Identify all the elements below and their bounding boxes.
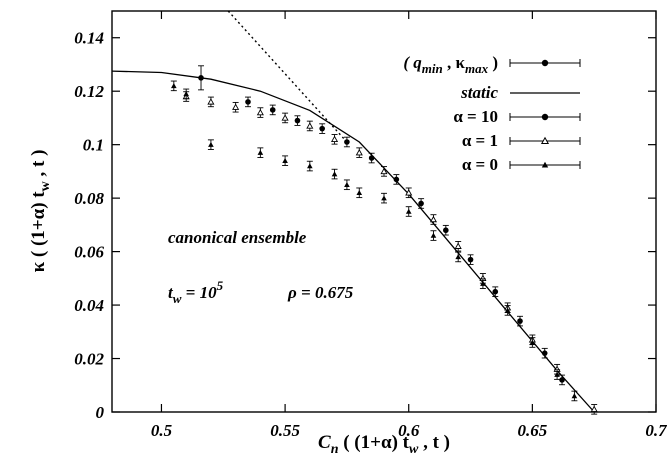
legend-label-qmin-kmax: ( qmin , κmax )	[403, 53, 498, 76]
legend-sample-triangle-filled	[541, 161, 549, 168]
data-point-triangle-filled	[430, 232, 437, 238]
data-point-triangle-filled	[331, 171, 338, 177]
data-point-triangle-open	[256, 108, 264, 116]
y-tick-label: 0	[96, 403, 105, 422]
legend-label-alpha-10: α = 10	[453, 107, 498, 126]
x-axis-label: Cn ( (1+α) tw , t )	[318, 432, 450, 457]
x-tick-label: 0.7	[645, 421, 667, 440]
data-point-triangle-open	[355, 148, 363, 156]
annotation-rho: ρ = 0.675	[287, 283, 354, 302]
data-point-triangle-filled	[529, 339, 536, 345]
legend-label-alpha-1: α = 1	[462, 131, 498, 150]
legend-sample-triangle-open	[540, 136, 550, 145]
data-point-triangle-filled	[183, 91, 189, 97]
data-point-triangle-open	[232, 103, 240, 110]
data-point-triangle-filled	[307, 163, 313, 169]
y-tick-label: 0.06	[74, 243, 104, 262]
static-curve	[111, 70, 595, 413]
data-point-triangle-open	[429, 215, 438, 223]
y-tick-label: 0.14	[74, 29, 104, 48]
data-point-circle	[245, 99, 251, 105]
data-point-triangle-filled	[171, 83, 177, 89]
y-tick-label: 0.1	[83, 136, 104, 155]
data-point-triangle-filled	[282, 157, 288, 163]
data-point-triangle-filled	[208, 141, 214, 147]
data-point-circle	[269, 107, 276, 113]
x-tick-label: 0.65	[517, 421, 547, 440]
data-point-circle	[517, 318, 523, 324]
annotation-ensemble: canonical ensemble	[168, 228, 307, 247]
data-point-circle	[319, 125, 325, 132]
legend-label-static: static	[460, 83, 498, 102]
data-point-triangle-filled	[257, 149, 264, 155]
data-point-triangle-filled	[356, 189, 363, 196]
data-point-triangle-open	[207, 98, 215, 105]
data-point-triangle-filled	[504, 307, 511, 313]
data-point-circle	[492, 288, 499, 295]
y-tick-label: 0.04	[74, 296, 104, 315]
y-tick-label: 0.02	[74, 350, 104, 369]
data-point-triangle-filled	[455, 254, 461, 260]
y-tick-label: 0.08	[74, 189, 104, 208]
data-point-triangle-open	[454, 242, 462, 249]
data-point-circle	[541, 350, 548, 356]
data-point-triangle-filled	[571, 393, 578, 399]
plot-frame	[111, 10, 657, 413]
legend-sample-circle	[541, 113, 549, 121]
data-point-circle	[344, 139, 350, 145]
plot-area	[111, 10, 598, 415]
data-point-triangle-open	[405, 189, 413, 196]
data-point-triangle-open	[306, 122, 314, 129]
data-point-circle	[198, 75, 204, 81]
data-point-circle	[418, 200, 424, 207]
axis-ticks: 0.5 0.55 0.6 0.65 0.7 0 0.02 0.04 0.06 0.08 0.1 0.1…	[74, 11, 667, 440]
data-point-circle	[393, 176, 400, 183]
data-point-circle	[443, 227, 449, 234]
data-point-circle	[467, 256, 474, 263]
data-point-circle	[559, 377, 565, 383]
x-tick-label: 0.55	[270, 421, 300, 440]
annotation-tw: tw = 105	[168, 278, 224, 306]
data-point-triangle-open	[330, 135, 339, 143]
legend-samples	[509, 59, 581, 169]
y-tick-label: 0.12	[74, 82, 104, 101]
y-axis-label: κ ( (1+α) tw , t )	[28, 150, 53, 273]
data-point-triangle-filled	[405, 208, 412, 214]
data-point-circle	[294, 117, 301, 124]
data-point-circle	[368, 155, 375, 161]
legend-label-alpha-0: α = 0	[462, 155, 498, 174]
data-point-triangle-filled	[381, 195, 387, 201]
legend-sample-circle	[541, 59, 549, 67]
data-point-triangle-filled	[344, 181, 350, 188]
data-point-triangle-filled	[554, 371, 560, 377]
x-tick-label: 0.6	[398, 421, 420, 440]
data-point-triangle-open	[380, 167, 388, 175]
data-point-triangle-open	[281, 114, 289, 121]
legend: ( qmin , κmax ) static α = 10 α = 1 α = …	[403, 53, 581, 174]
data-point-triangle-filled	[480, 280, 486, 286]
x-tick-label: 0.5	[151, 421, 173, 440]
